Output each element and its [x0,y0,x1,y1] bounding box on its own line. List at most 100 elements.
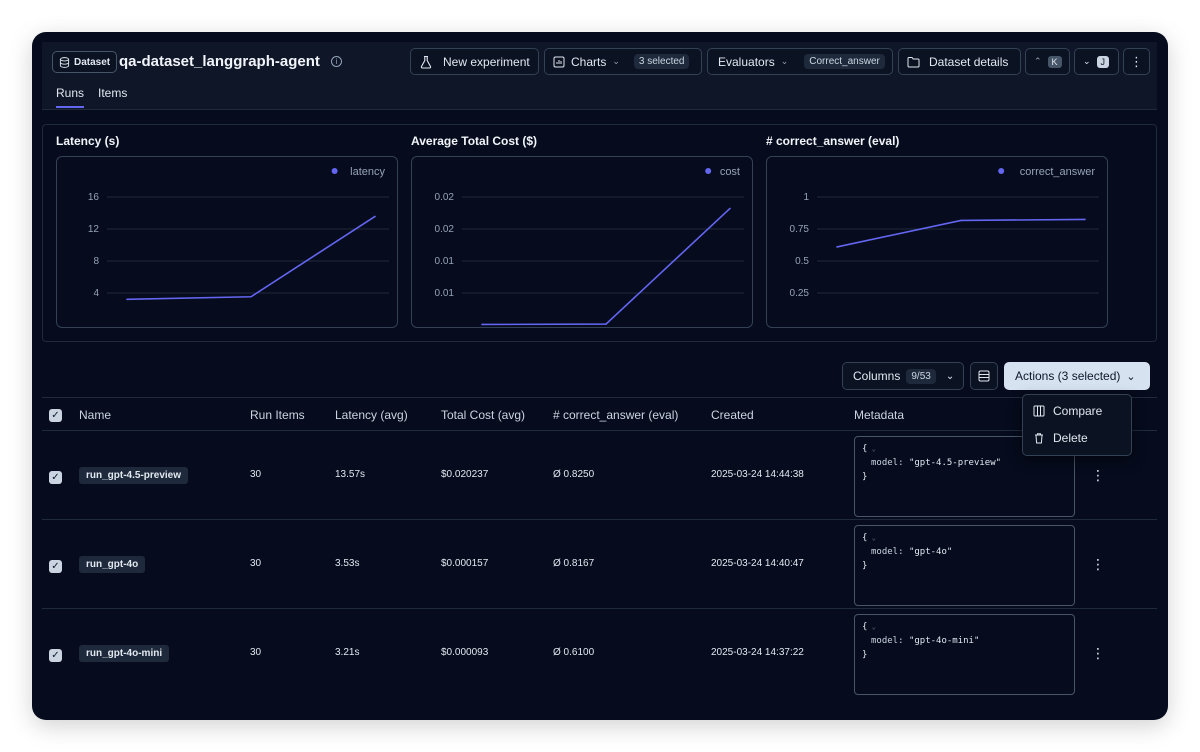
dataset-details-button[interactable]: Dataset details [898,48,1021,75]
run-name-badge[interactable]: run_gpt-4o-mini [79,645,170,662]
y-tick-label: 4 [93,288,99,299]
legend-label: correct_answer [1020,166,1096,178]
actions-label: Actions (3 selected) [1015,369,1121,383]
row-menu-icon[interactable]: ⋮ [1091,556,1105,572]
metadata-cell[interactable]: { ⌄ model: "gpt-4o" } [854,525,1075,606]
column-header-created[interactable]: Created [711,408,754,422]
more-options-button[interactable]: ⋮ [1123,48,1150,75]
select-all-checkbox[interactable]: ✓ [49,409,62,422]
column-header-cost[interactable]: Total Cost (avg) [441,408,526,422]
y-tick-label: 12 [88,224,100,235]
evaluators-label: Evaluators [718,54,775,69]
data-point [374,215,376,218]
run-name-badge[interactable]: run_gpt-4.5-preview [79,467,189,484]
bar-chart-icon [553,56,565,67]
data-point [960,219,962,222]
page-title: qa-dataset_langgraph-agent [119,53,320,70]
metadata-cell[interactable]: { ⌄ model: "gpt-4o-mini" } [854,614,1075,695]
latency-chart-svg: 16 12 8 4 latency [88,166,389,301]
series-line-cost [481,207,731,326]
info-icon[interactable]: i [331,56,342,67]
list-view-icon [978,370,990,382]
delete-menu-item[interactable]: Delete [1033,431,1088,445]
row-menu-icon[interactable]: ⋮ [1091,645,1105,661]
column-header-correct[interactable]: # correct_answer (eval) [553,408,679,422]
created-cell: 2025-03-24 14:44:38 [711,469,804,480]
column-header-latency[interactable]: Latency (avg) [335,408,408,422]
dataset-badge: Dataset [52,51,118,73]
y-tick-label: 16 [88,192,100,203]
kbd-j: J [1096,55,1110,68]
chevron-down-icon: ⌄ [1126,370,1136,383]
legend-label: cost [720,166,740,178]
cost-chart-svg: 0.02 0.02 0.01 0.01 cost [435,166,744,326]
chevron-down-icon: ⌄ [945,370,955,382]
row-checkbox[interactable]: ✓ [49,649,62,662]
compare-label: Compare [1053,404,1103,418]
actions-button[interactable]: Actions (3 selected) ⌄ [1004,362,1150,390]
data-point [605,323,607,325]
data-point [250,295,252,298]
series-line-correct_answer [836,218,1086,248]
flask-icon [420,55,432,69]
new-experiment-button[interactable]: New experiment [410,48,539,75]
columns-button[interactable]: Columns 9/53 ⌄ [842,362,964,390]
chevron-down-icon: ⌄ [780,56,789,66]
dataset-badge-label: Dataset [74,56,111,68]
cost-cell: $0.000093 [441,647,489,658]
table-row[interactable]: ✓ run_gpt-4o-mini 30 3.21s $0.000093 Ø 0… [42,609,1157,698]
metadata-key: model: [871,458,904,468]
chevron-up-icon: ⌃ [1034,56,1042,66]
column-header-metadata[interactable]: Metadata [854,408,905,422]
actions-dropdown: Compare Delete [1022,394,1132,456]
y-tick-label: 8 [93,256,99,267]
row-checkbox[interactable]: ✓ [49,560,62,573]
table-row[interactable]: ✓ run_gpt-4.5-preview 30 13.57s $0.02023… [42,431,1157,520]
column-header-name[interactable]: Name [79,408,112,422]
evaluator-pill: Correct_answer [804,54,885,69]
metadata-key: model: [871,636,904,646]
columns-icon [1033,405,1045,417]
compare-menu-item[interactable]: Compare [1033,404,1102,418]
row-checkbox[interactable]: ✓ [49,471,62,484]
latency-cell: 3.53s [335,558,360,569]
run-name-badge[interactable]: run_gpt-4o [79,556,146,573]
data-point [481,323,483,326]
correct-cell: Ø 0.6100 [553,647,595,658]
tab-bar: Runs Items [56,86,127,108]
kbd-k: K [1047,55,1062,68]
dataset-details-label: Dataset details [929,54,1009,69]
app-window: Dataset qa-dataset_langgraph-agent i New… [32,32,1168,720]
chart-title-cost: Average Total Cost ($) [411,134,538,148]
y-tick-label: 0.5 [795,256,809,267]
evaluators-button[interactable]: Evaluators ⌄ Correct_answer [707,48,893,75]
chevron-down-icon: ⌄ [1083,56,1091,66]
created-cell: 2025-03-24 14:37:22 [711,647,804,658]
tab-items[interactable]: Items [98,86,128,100]
delete-label: Delete [1053,431,1088,445]
columns-count-pill: 9/53 [906,368,936,384]
run-items-cell: 30 [250,469,262,480]
y-tick-label: 0.01 [435,256,455,267]
charts-panel: Latency (s) Average Total Cost ($) # cor… [42,124,1157,342]
y-tick-label: 1 [803,192,809,203]
columns-label: Columns [853,369,901,383]
data-point [126,298,128,301]
metadata-value: "gpt-4.5-preview" [908,458,1002,468]
correct-chart: 1 0.75 0.5 0.25 correct_answer [766,156,1108,328]
metadata-key: model: [871,547,904,557]
cost-cell: $0.020237 [441,469,489,480]
next-button[interactable]: ⌄ J [1074,48,1119,75]
row-menu-icon[interactable]: ⋮ [1091,467,1105,483]
tab-runs[interactable]: Runs [56,86,85,108]
data-point [836,246,838,248]
row-density-button[interactable] [970,362,998,390]
legend-label: latency [350,166,385,178]
legend-swatch [331,168,338,174]
table-row[interactable]: ✓ run_gpt-4o 30 3.53s $0.000157 Ø 0.8167… [42,520,1157,609]
latency-cell: 3.21s [335,647,360,658]
column-header-run-items[interactable]: Run Items [250,408,305,422]
charts-button[interactable]: Charts ⌄ 3 selected [544,48,702,75]
previous-button[interactable]: ⌃ K [1025,48,1070,75]
legend-swatch [998,168,1005,174]
